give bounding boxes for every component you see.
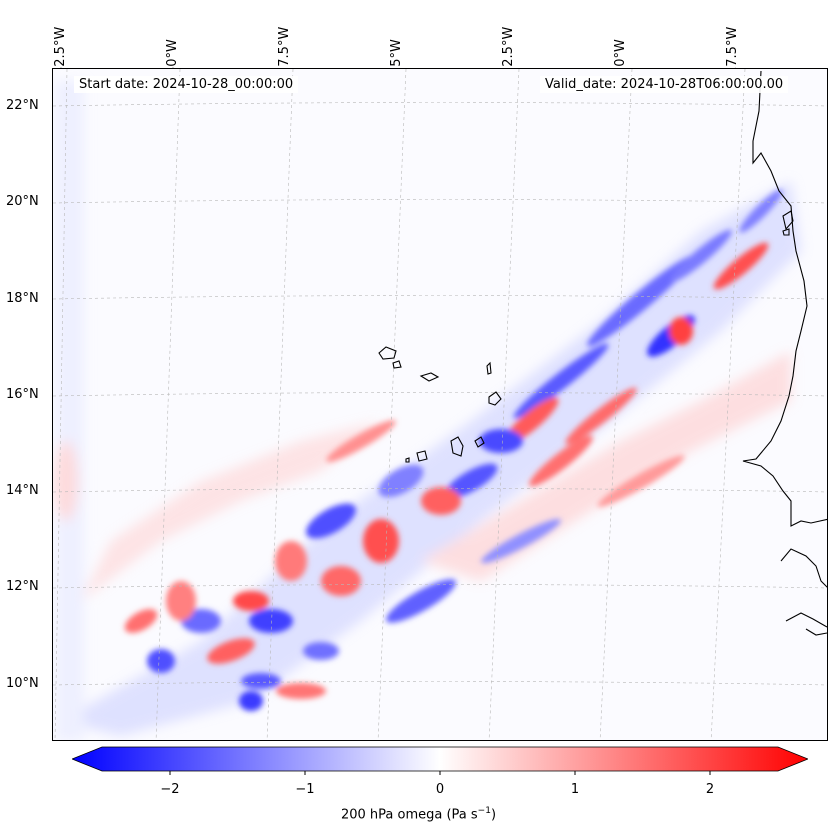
omega-field-map	[53, 69, 827, 740]
graticule	[53, 69, 827, 740]
map-panel[interactable]	[52, 68, 828, 741]
colorbar	[72, 746, 808, 775]
colorbar-tick-neg1: −1	[295, 782, 315, 797]
latitude-label-14n: 14°N	[6, 483, 39, 498]
latitude-label-12n: 12°N	[6, 579, 39, 594]
colorbar-tick-neg2: −2	[160, 782, 180, 797]
colorbar-label-close: )	[490, 807, 497, 823]
latitude-label-22n: 22°N	[6, 98, 39, 113]
cape-verde-islands	[378, 346, 397, 360]
valid-date-label: Valid_date: 2024-10-28T06:00:00.00	[540, 76, 789, 93]
colorbar-label-text: 200 hPa omega (Pa s	[340, 807, 478, 823]
start-date-label: Start date: 2024-10-28_00:00:00	[74, 76, 299, 93]
colorbar-gradient	[72, 746, 808, 772]
africa-coastline	[742, 70, 827, 527]
coastlines	[378, 70, 827, 636]
omega-field	[54, 81, 801, 740]
latitude-label-20n: 20°N	[6, 194, 39, 209]
colorbar-label-exponent: −1	[477, 806, 491, 816]
latitude-label-18n: 18°N	[6, 291, 39, 306]
colorbar-tick-0: 0	[435, 782, 445, 797]
colorbar-label: 200 hPa omega (Pa s−1)	[0, 806, 837, 822]
colorbar-tick-1: 1	[570, 782, 580, 797]
latitude-label-10n: 10°N	[6, 676, 39, 691]
latitude-label-16n: 16°N	[6, 387, 39, 402]
colorbar-tick-2: 2	[705, 782, 715, 797]
